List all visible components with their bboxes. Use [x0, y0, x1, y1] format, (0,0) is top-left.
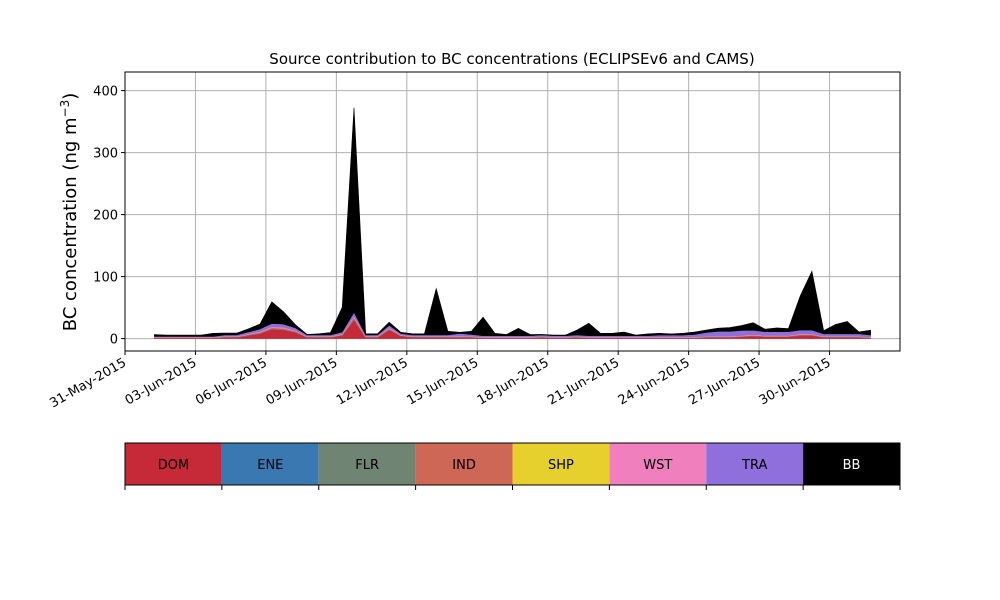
chart-title: Source contribution to BC concentrations… [269, 50, 754, 68]
legend-label-wst: WST [643, 458, 672, 473]
x-tick-label: 18-Jun-2015 [475, 355, 552, 408]
legend-swatch-wst [609, 443, 707, 485]
y-tick-label: 100 [93, 271, 118, 286]
x-tick-label: 12-Jun-2015 [334, 355, 411, 408]
y-tick-label: 200 [93, 209, 118, 224]
source-legend: DOM ENE FLR IND SHP WST TRA BB [124, 442, 901, 490]
legend-label-tra: TRA [741, 458, 767, 473]
y-tick-label: 400 [93, 85, 118, 100]
grid-lines [124, 72, 900, 351]
legend-label-ind: IND [452, 458, 476, 473]
x-tick-label: 15-Jun-2015 [404, 355, 481, 408]
x-tick-label: 21-Jun-2015 [545, 355, 622, 408]
legend-swatch-dom [125, 443, 222, 485]
legend-swatch-ind [415, 443, 513, 485]
y-tick-label: 0 [110, 333, 118, 348]
area-series-bb [154, 107, 871, 337]
legend-swatch-flr [318, 443, 416, 485]
x-tick-label: 31-May-2015 [47, 355, 129, 411]
legend-label-shp: SHP [548, 458, 574, 473]
legend-label-ene: ENE [257, 458, 283, 473]
x-tick-label: 30-Jun-2015 [757, 355, 834, 408]
legend-label-dom: DOM [158, 458, 189, 473]
legend-label-flr: FLR [355, 458, 379, 473]
legend-swatch-tra [706, 443, 804, 485]
legend-swatch-shp [512, 443, 610, 485]
x-tick-label: 03-Jun-2015 [123, 355, 200, 408]
x-tick-label: 06-Jun-2015 [193, 355, 270, 408]
legend-swatch-bb [803, 443, 900, 485]
legend-label-bb: BB [843, 458, 861, 473]
y-tick-label: 300 [93, 147, 118, 162]
stacked-areas [154, 107, 871, 339]
y-axis-ticks: 0 100 200 300 400 [93, 85, 125, 348]
y-axis-label: BC concentration (ng m−3) [58, 93, 81, 332]
x-tick-label: 27-Jun-2015 [686, 355, 763, 408]
legend-swatch-ene [221, 443, 319, 485]
x-axis-ticks: 31-May-201503-Jun-201506-Jun-201509-Jun-… [47, 351, 834, 411]
x-tick-label: 09-Jun-2015 [264, 355, 341, 408]
x-tick-label: 24-Jun-2015 [616, 355, 693, 408]
plot-frame [124, 71, 901, 352]
